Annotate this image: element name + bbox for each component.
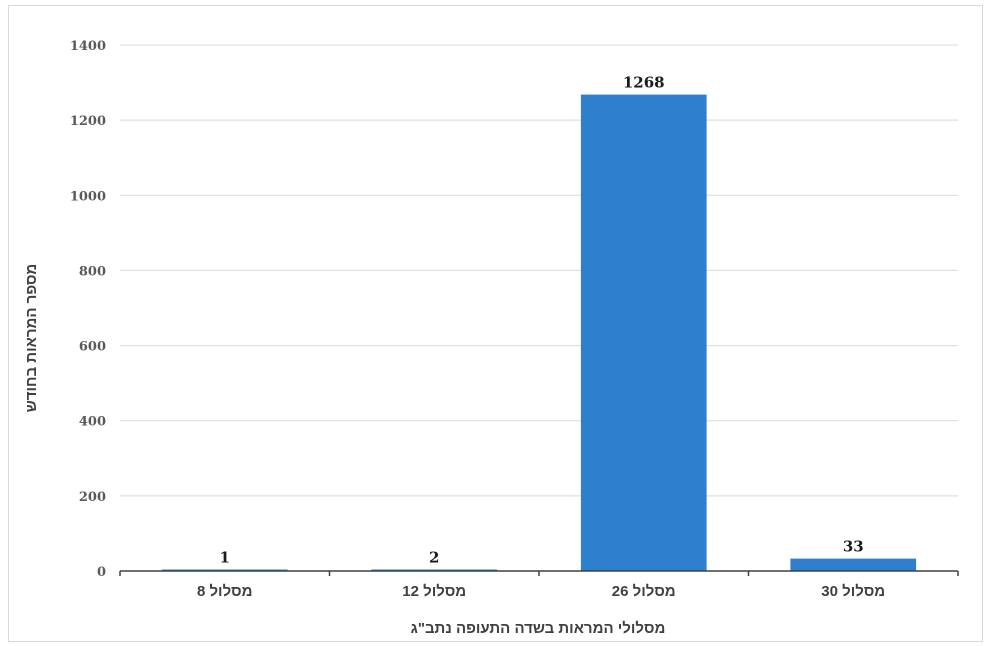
y-tick-label: 0: [97, 565, 106, 580]
x-tick-label: מסלול 12: [402, 583, 466, 600]
y-tick-label: 1200: [70, 114, 106, 129]
x-axis-ticks: מסלול 8 מסלול 12 מסלול 26 מסלול 30: [197, 583, 885, 600]
data-label: 33: [843, 538, 864, 556]
y-tick-label: 800: [79, 264, 106, 279]
data-label: 1268: [623, 74, 665, 92]
x-tick-label: מסלול 26: [612, 583, 676, 600]
bars: [162, 95, 916, 571]
bar: [581, 95, 707, 571]
y-tick-label: 600: [79, 340, 106, 355]
x-axis: [120, 571, 958, 576]
bar: [790, 559, 916, 571]
x-axis-title: מסלולי המראות בשדה התעופה נתב"ג: [411, 620, 666, 637]
y-axis-ticks: 0 200 400 600 800 1000 1200 1400: [70, 39, 106, 580]
data-label: 1: [220, 549, 230, 567]
y-tick-label: 400: [79, 415, 106, 430]
data-label: 2: [429, 549, 439, 567]
data-labels: 1 2 1268 33: [220, 74, 864, 567]
y-tick-label: 200: [79, 490, 106, 505]
y-tick-label: 1400: [70, 39, 106, 54]
x-tick-label: מסלול 8: [197, 583, 253, 600]
gridlines: [120, 45, 958, 496]
y-tick-label: 1000: [70, 189, 106, 204]
x-tick-label: מסלול 30: [821, 583, 885, 600]
y-axis-title: מספר המראות בחודש: [23, 264, 40, 413]
